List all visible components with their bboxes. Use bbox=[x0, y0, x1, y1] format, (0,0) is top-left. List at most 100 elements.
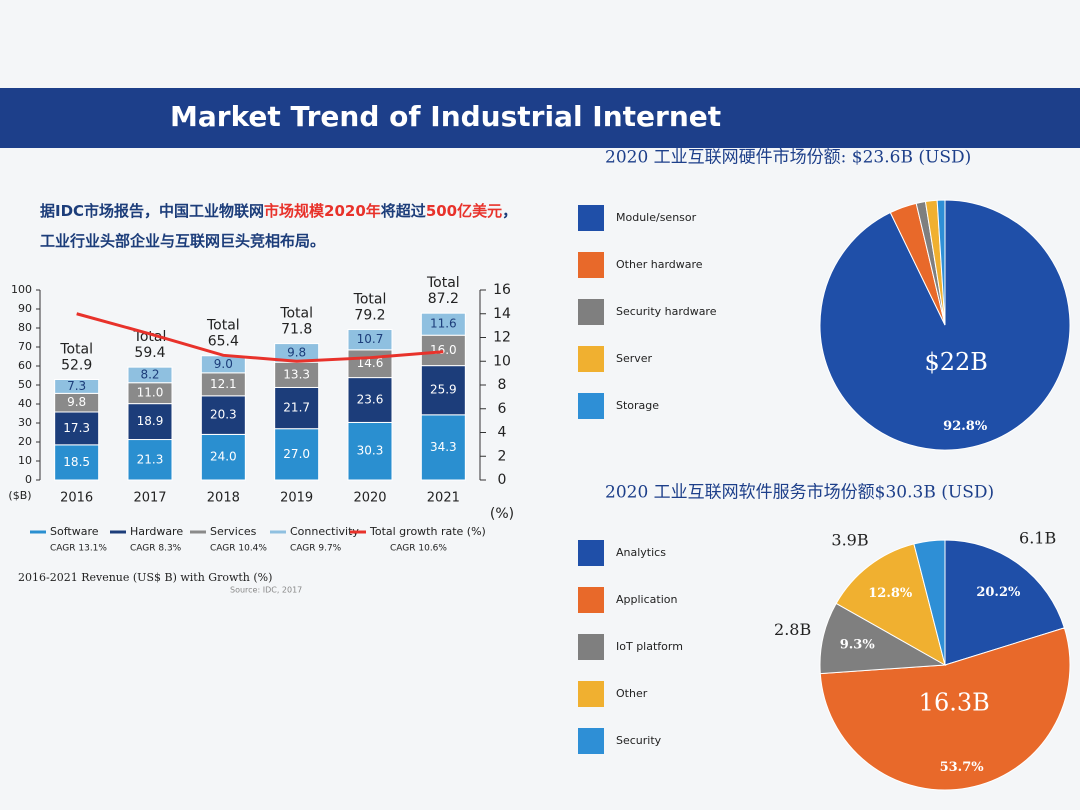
legend-swatch bbox=[578, 346, 604, 372]
y-tick-label: 90 bbox=[18, 302, 32, 315]
legend-cagr: CAGR 8.3% bbox=[130, 544, 182, 554]
legend-label: IoT platform bbox=[616, 640, 683, 653]
bar-segment bbox=[274, 361, 320, 388]
pie-slice bbox=[936, 199, 946, 326]
x-tick-label: 2021 bbox=[427, 491, 460, 506]
legend-swatch bbox=[578, 728, 604, 754]
y2-tick-label: 8 bbox=[498, 377, 507, 393]
intro-text: 将超过 bbox=[380, 202, 426, 220]
y2-tick-label: 0 bbox=[498, 472, 507, 488]
y-tick-label: 40 bbox=[18, 397, 32, 410]
legend-cagr: CAGR 10.4% bbox=[210, 544, 267, 554]
legend-cagr: CAGR 9.7% bbox=[290, 544, 342, 554]
y-tick-label: 100 bbox=[11, 283, 32, 296]
slide-title: Market Trend of Industrial Internet bbox=[170, 100, 721, 133]
legend-label: Module/sensor bbox=[616, 211, 697, 224]
y-tick-label: 0 bbox=[25, 473, 32, 486]
pie-amount-label: 6.1B bbox=[1019, 529, 1056, 548]
intro-line: 据IDC市场报告，中国工业物联网市场规模2020年将超过500亿美元， bbox=[40, 196, 517, 226]
bar-value-label: 9.8 bbox=[67, 395, 86, 409]
bar-value-label: 11.6 bbox=[430, 317, 457, 331]
bar-segment bbox=[54, 378, 100, 394]
pie-amount-label: $22B bbox=[924, 348, 987, 376]
bar-segment bbox=[127, 366, 173, 384]
bar-segment bbox=[54, 411, 100, 446]
legend-swatch bbox=[578, 634, 604, 660]
intro-text: ， bbox=[502, 202, 518, 220]
pie-slice bbox=[944, 539, 1065, 666]
y2-tick-label: 2 bbox=[498, 448, 507, 464]
intro-text: 500亿美元 bbox=[425, 202, 503, 220]
legend-swatch bbox=[578, 299, 604, 325]
bar-value-label: 27.0 bbox=[283, 447, 310, 461]
legend-label: Hardware bbox=[130, 525, 183, 538]
bar-value-label: 25.9 bbox=[430, 383, 457, 397]
legend-label: Analytics bbox=[616, 546, 666, 559]
bar-value-label: 9.0 bbox=[214, 357, 233, 371]
bar-value-label: 16.0 bbox=[430, 343, 457, 357]
total-value: 79.2 bbox=[354, 308, 385, 324]
legend-swatch bbox=[578, 681, 604, 707]
legend-label: Security bbox=[616, 734, 662, 747]
intro-text: 据IDC市场报告，中国工业物联网 bbox=[40, 202, 265, 220]
bar-value-label: 21.3 bbox=[137, 452, 164, 466]
x-tick-label: 2016 bbox=[60, 491, 93, 506]
bar-value-label: 18.9 bbox=[137, 414, 164, 428]
x-tick-label: 2020 bbox=[353, 491, 386, 506]
bar-segment bbox=[200, 433, 246, 481]
bar-segment bbox=[127, 403, 173, 441]
bar-value-label: 23.6 bbox=[357, 393, 384, 407]
bar-value-label: 12.1 bbox=[210, 377, 237, 391]
x-tick-label: 2019 bbox=[280, 491, 313, 506]
y2-tick-label: 14 bbox=[493, 306, 511, 322]
legend-label: Connectivity bbox=[290, 525, 359, 538]
pie-amount-label: 16.3B bbox=[919, 689, 990, 717]
source: Source: IDC, 2017 bbox=[230, 586, 302, 595]
y2-tick-label: 6 bbox=[498, 401, 507, 417]
legend-label: Other bbox=[616, 687, 648, 700]
y-tick-label: 80 bbox=[18, 321, 32, 334]
bar-segment bbox=[274, 428, 320, 481]
bar-value-label: 30.3 bbox=[357, 444, 384, 458]
legend-swatch bbox=[578, 205, 604, 231]
legend-label: Total growth rate (%) bbox=[369, 525, 486, 538]
total-value: 71.8 bbox=[281, 322, 312, 338]
legend-label: Other hardware bbox=[616, 258, 703, 271]
bar-segment bbox=[200, 395, 246, 435]
legend-label: Application bbox=[616, 593, 677, 606]
legend-swatch bbox=[578, 587, 604, 613]
bar-value-label: 18.5 bbox=[63, 455, 90, 469]
bar-value-label: 10.7 bbox=[357, 332, 384, 346]
bar-segment bbox=[347, 377, 393, 423]
pie-slice bbox=[819, 627, 1071, 791]
total-label: Total bbox=[426, 275, 460, 291]
y-tick-label: 10 bbox=[18, 454, 32, 467]
y2-tick-label: 12 bbox=[493, 330, 511, 346]
bar-segment bbox=[347, 329, 393, 351]
bar-value-label: 17.3 bbox=[63, 421, 90, 435]
bar-value-label: 8.2 bbox=[140, 367, 159, 381]
bar-segment bbox=[420, 365, 466, 416]
y-tick-label: 60 bbox=[18, 359, 32, 372]
pie-title: 2020 工业互联网硬件市场份额: $23.6B (USD) bbox=[605, 148, 971, 168]
title-bar bbox=[0, 88, 1080, 148]
bar-value-label: 34.3 bbox=[430, 440, 457, 454]
pie-title: 2020 工业互联网软件服务市场份额$30.3B (USD) bbox=[605, 483, 994, 503]
legend-label: Storage bbox=[616, 399, 659, 412]
bar-segment bbox=[420, 414, 466, 481]
total-label: Total bbox=[133, 329, 167, 345]
intro-text: 市场规模2020年 bbox=[264, 202, 381, 220]
pie-amount-label: 3.9B bbox=[831, 530, 868, 549]
bar-value-label: 21.7 bbox=[283, 401, 310, 415]
legend-swatch bbox=[578, 540, 604, 566]
pie-percent-label: 92.8% bbox=[943, 419, 988, 434]
pie-percent-label: 9.3% bbox=[840, 638, 876, 653]
y2-axis-label: (%) bbox=[490, 506, 514, 522]
y-tick-label: 30 bbox=[18, 416, 32, 429]
total-label: Total bbox=[353, 292, 387, 308]
legend-label: Server bbox=[616, 352, 653, 365]
legend-label: Services bbox=[210, 525, 257, 538]
total-label: Total bbox=[206, 318, 240, 334]
